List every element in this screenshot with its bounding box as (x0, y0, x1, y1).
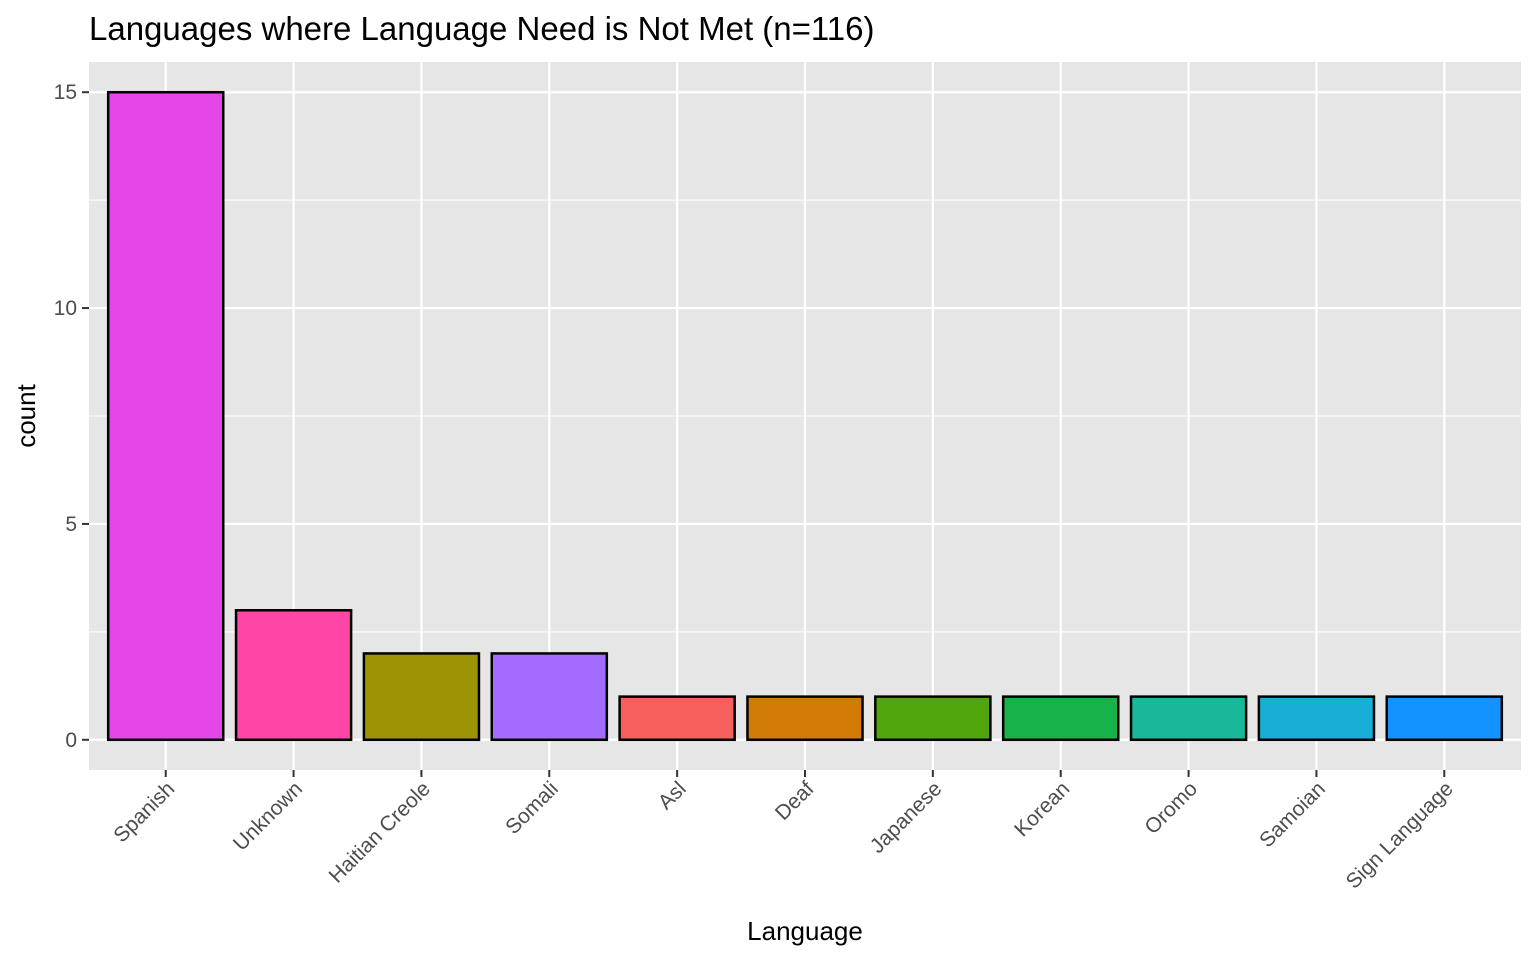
x-tick-label: Spanish (109, 777, 179, 847)
x-axis: Spanish Unknown Haitian Creole Somali Asl Dea… (109, 770, 1458, 893)
x-tick-label: Haitian Creole (325, 777, 435, 887)
y-tick-label: 0 (65, 729, 77, 752)
y-tick-label: 15 (54, 81, 77, 104)
bar-deaf (746, 695, 864, 742)
y-axis-title: count (11, 383, 41, 447)
bar-unknown (234, 609, 353, 742)
x-tick-label: Oromo (1140, 777, 1202, 839)
bar-samoian (1257, 695, 1376, 742)
y-tick-label: 10 (54, 297, 77, 320)
bar-oromo (1129, 695, 1248, 742)
bar-somali (490, 652, 609, 742)
x-tick-label: Asl (654, 777, 691, 814)
y-tick-label: 5 (65, 513, 77, 536)
x-tick-label: Korean (1010, 777, 1074, 841)
x-tick-label: Japanese (866, 777, 947, 858)
bar-japanese (874, 695, 992, 742)
bars (106, 90, 1504, 742)
x-axis-title: Language (747, 916, 863, 946)
x-tick-label: Deaf (771, 777, 819, 825)
x-tick-label: Somali (501, 777, 563, 839)
bar-sign-language (1385, 695, 1504, 742)
x-tick-label: Samoian (1255, 777, 1330, 852)
bar-spanish (106, 90, 225, 742)
bar-asl (618, 695, 736, 742)
x-tick-label: Sign Language (1342, 777, 1458, 893)
y-axis: 0 5 10 15 (54, 81, 89, 752)
x-tick-label: Unknown (229, 777, 307, 855)
chart-title: Languages where Language Need is Not Met… (89, 10, 875, 47)
bar-haitian-creole (362, 652, 481, 742)
bar-korean (1001, 695, 1120, 742)
